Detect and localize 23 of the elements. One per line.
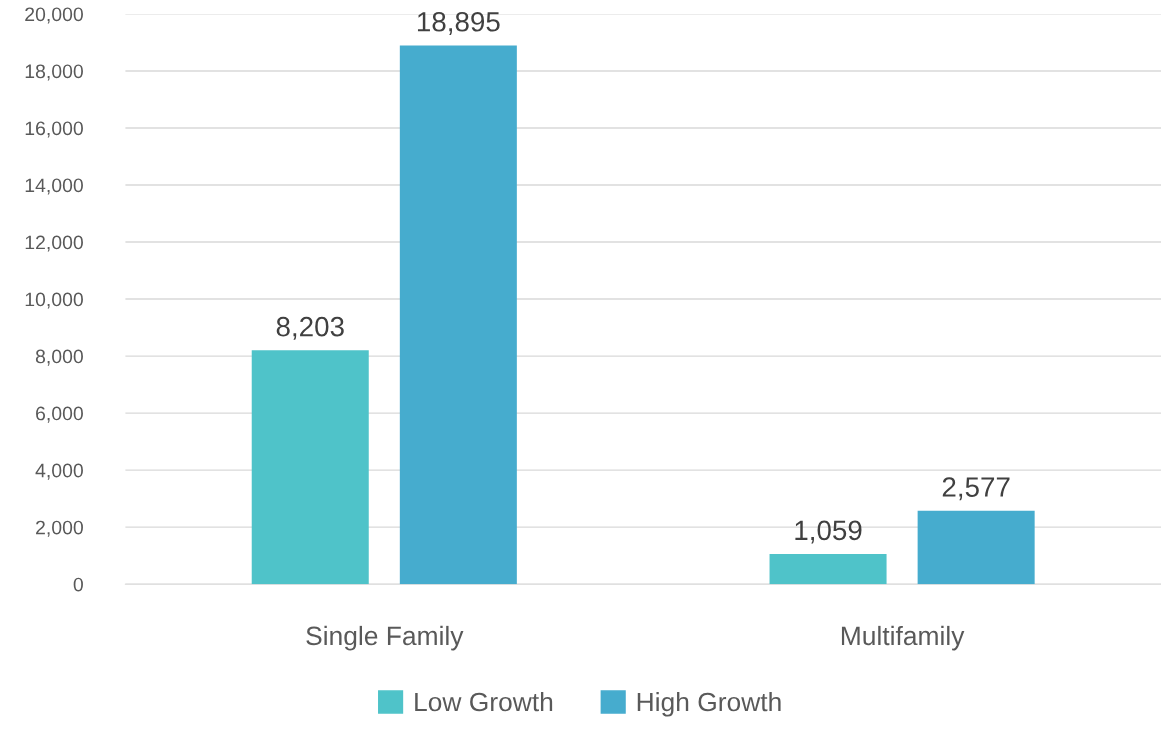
y-tick-label: 16,000 (25, 121, 83, 138)
y-tick-label: 14,000 (25, 178, 83, 195)
data-label: 18,895 (417, 11, 500, 35)
y-tick-label: 6,000 (36, 406, 83, 423)
bar (251, 350, 369, 585)
y-tick-label: 0 (73, 577, 83, 592)
y-tick-label: 8,000 (35, 349, 83, 366)
legend-label: Low Growth (415, 691, 553, 712)
y-tick-label: 4,000 (35, 463, 83, 480)
data-label: 1,059 (795, 520, 862, 544)
y-tick-label: 2,000 (36, 520, 83, 537)
y-tick-label: 18,000 (25, 64, 83, 81)
legend-label: High Growth (637, 691, 781, 717)
data-label: 2,577 (942, 477, 1010, 501)
y-tick-label: 10,000 (25, 292, 83, 309)
y-tick-label: 12,000 (25, 235, 83, 252)
bar (917, 510, 1035, 585)
bar (769, 554, 887, 585)
x-tick-label: Multifamily (841, 625, 965, 651)
data-label: 8,203 (276, 316, 344, 340)
x-tick-label: Single Family (306, 625, 464, 651)
bar (399, 45, 517, 585)
y-tick-label: 20,000 (25, 7, 83, 24)
